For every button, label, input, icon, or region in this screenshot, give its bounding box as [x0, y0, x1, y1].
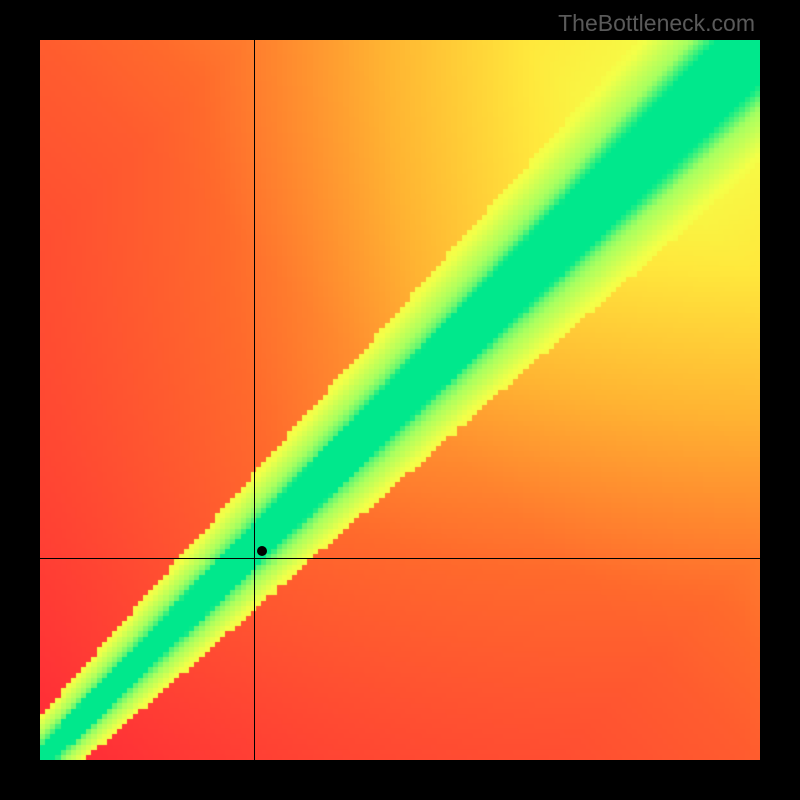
watermark-text: TheBottleneck.com — [558, 10, 755, 37]
crosshair-horizontal — [40, 558, 760, 559]
selection-marker — [257, 546, 267, 556]
heatmap-canvas — [40, 40, 760, 760]
crosshair-vertical — [254, 40, 255, 760]
chart-container: TheBottleneck.com — [0, 0, 800, 800]
plot-area — [40, 40, 760, 760]
